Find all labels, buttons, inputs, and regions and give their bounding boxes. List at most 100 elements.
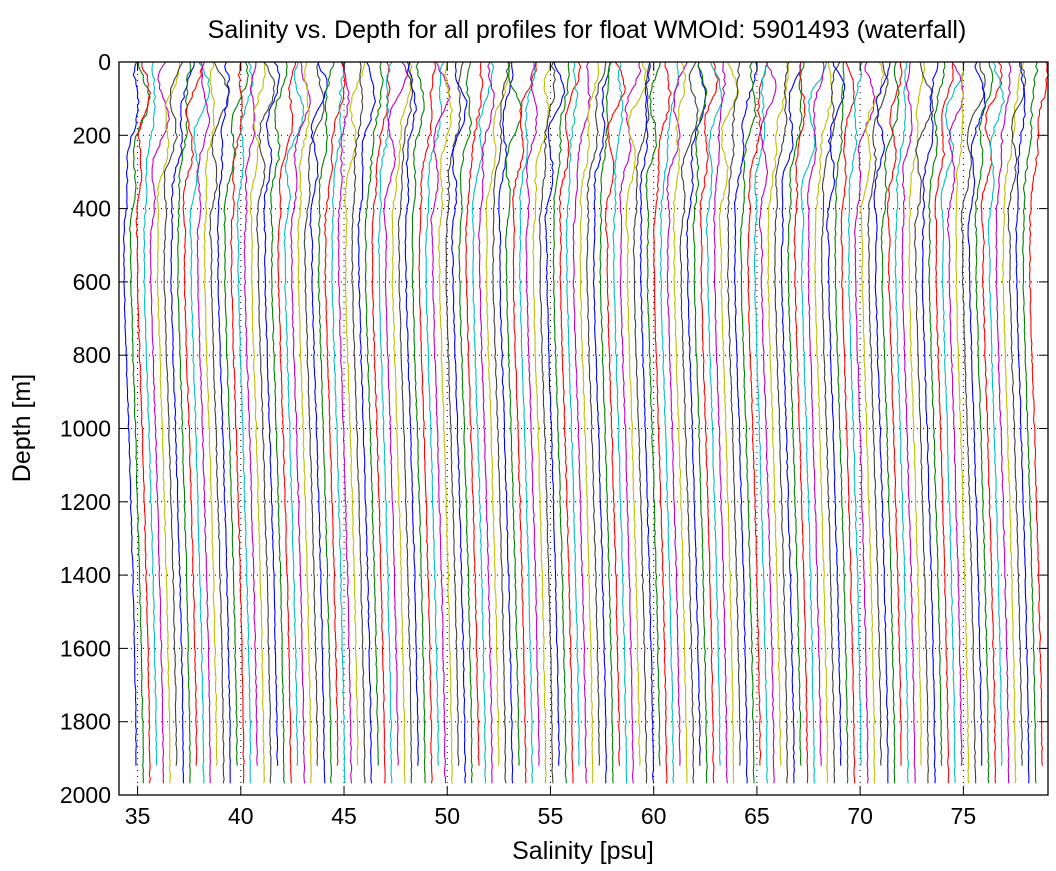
profile-line <box>787 61 805 766</box>
profile-line <box>122 61 140 766</box>
profile-line <box>980 61 1003 784</box>
profile-line <box>987 61 1006 766</box>
profile-line <box>753 61 769 784</box>
profile-line <box>718 61 740 784</box>
profile-line <box>867 61 889 766</box>
y-axis-tick-labels: 0 200 400 600 800 1000 1200 1400 1600 1800 2000 <box>60 49 111 808</box>
x-tick-label: 50 <box>434 803 460 829</box>
profile-line <box>471 61 495 784</box>
profile-line <box>451 61 468 784</box>
x-tick-label: 40 <box>228 803 254 829</box>
profile-line <box>1002 61 1025 784</box>
profile-line <box>558 61 582 784</box>
profile-line <box>995 61 1012 784</box>
profile-line <box>236 61 254 784</box>
profile-line <box>303 61 325 766</box>
profile-line <box>854 61 876 784</box>
profile-line <box>216 61 231 784</box>
profile-line <box>465 61 484 766</box>
profile-line <box>371 61 391 784</box>
profile-line <box>767 61 790 766</box>
profile-line <box>586 61 607 766</box>
profile-line <box>277 61 297 784</box>
profile-line <box>873 61 891 784</box>
x-tick-label: 55 <box>538 803 564 829</box>
profile-line <box>256 61 276 784</box>
profile-line <box>538 61 556 784</box>
profile-line <box>525 61 540 766</box>
profile-line <box>129 61 151 784</box>
profile-line <box>290 61 311 784</box>
y-tick-label: 1600 <box>60 635 111 661</box>
profile-line <box>544 61 566 766</box>
profile-line <box>404 61 419 766</box>
profile-line <box>317 61 335 784</box>
profile-line <box>458 61 473 784</box>
profile-line <box>170 61 195 784</box>
profile-line <box>901 61 916 784</box>
profile-line <box>411 61 426 784</box>
profile-line <box>800 61 828 784</box>
profile-line <box>498 62 514 784</box>
profile-line <box>1015 61 1030 784</box>
profile-line <box>807 61 825 766</box>
profile-line <box>747 61 769 766</box>
profile-line <box>880 61 900 784</box>
profile-line <box>249 61 266 784</box>
profile-line <box>592 61 612 784</box>
profile-line <box>270 61 288 784</box>
profile-line <box>726 61 741 766</box>
profile-line <box>425 61 445 766</box>
profile-line <box>739 61 757 784</box>
profile-line <box>156 61 181 784</box>
y-axis-label: Depth [m] <box>8 374 36 482</box>
profile-line <box>478 61 495 784</box>
y-tick-label: 2000 <box>60 782 111 808</box>
x-axis-label: Salinity [psu] <box>512 837 654 865</box>
profile-line <box>357 61 376 784</box>
x-axis-tick-labels: 35 40 45 50 55 60 65 70 75 <box>125 803 976 829</box>
profile-line <box>733 61 758 784</box>
profile-line <box>324 61 346 766</box>
profile-line <box>485 61 511 766</box>
y-tick-label: 1800 <box>60 709 111 735</box>
profile-line <box>713 61 728 784</box>
profile-line <box>344 61 366 766</box>
profile-line <box>331 61 346 784</box>
profile-line <box>692 61 708 784</box>
y-tick-label: 1200 <box>60 489 111 515</box>
profile-line <box>955 61 970 784</box>
x-tick-label: 75 <box>951 803 977 829</box>
y-tick-label: 400 <box>73 196 111 222</box>
profile-line <box>532 61 551 784</box>
profile-line <box>619 61 642 784</box>
profile-line <box>189 61 211 784</box>
profile-line <box>163 61 184 766</box>
profile-line <box>203 61 218 766</box>
profile-line <box>1028 61 1050 766</box>
profile-line <box>928 61 946 766</box>
profile-line <box>351 61 366 784</box>
profile-line <box>645 61 661 766</box>
profile-line <box>960 62 986 784</box>
profile-line <box>913 61 934 784</box>
profile-line <box>437 61 453 784</box>
x-tick-label: 60 <box>641 803 667 829</box>
profile-line <box>685 61 707 766</box>
profile-line <box>492 61 511 784</box>
axis-ticks <box>119 61 1048 796</box>
profile-line <box>793 61 809 784</box>
profile-line <box>243 61 258 766</box>
y-tick-label: 600 <box>73 269 111 295</box>
profile-line <box>946 61 964 766</box>
profile-line <box>632 61 651 784</box>
profile-line <box>391 61 413 784</box>
profile-line <box>639 61 655 784</box>
y-tick-label: 800 <box>73 342 111 368</box>
profile-line <box>974 61 994 784</box>
profile-line <box>418 61 437 784</box>
profile-line <box>383 61 409 766</box>
profile-line <box>625 61 648 766</box>
profile-line <box>847 61 863 766</box>
